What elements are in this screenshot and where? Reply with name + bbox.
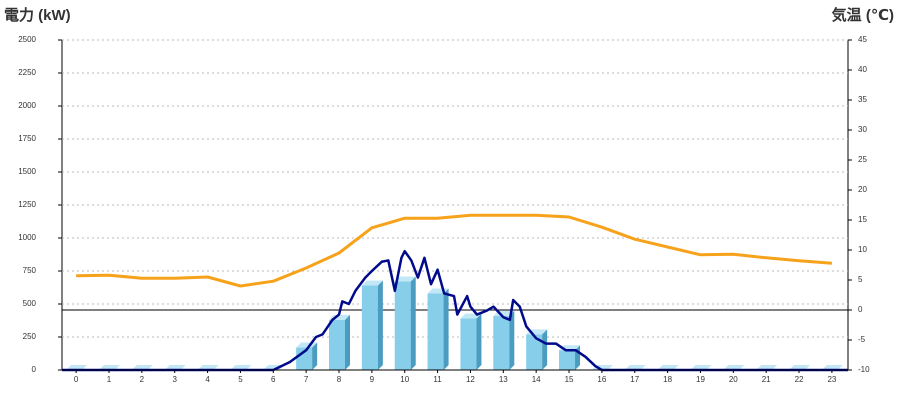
bar-front [526, 334, 543, 370]
x-tick-label: 4 [205, 375, 210, 384]
x-tick-label: 7 [304, 375, 309, 384]
y2-tick-label: 0 [858, 305, 863, 314]
bar-side [410, 276, 416, 370]
bar-side [345, 314, 351, 370]
bar-front [427, 293, 444, 370]
bar-front [361, 285, 378, 370]
bar-side [542, 329, 548, 370]
x-tick-label: 8 [337, 375, 342, 384]
y2-tick-label: 20 [858, 185, 867, 194]
x-tick-label: 16 [597, 375, 606, 384]
x-tick-label: 3 [172, 375, 177, 384]
bar-front [559, 350, 576, 370]
bar-top [361, 280, 383, 286]
y-tick-label: 1000 [18, 233, 36, 242]
x-tick-label: 12 [466, 375, 475, 384]
bar-side [509, 310, 515, 370]
x-tick-label: 23 [827, 375, 836, 384]
x-tick-label: 1 [107, 375, 112, 384]
bar-top [394, 276, 416, 282]
bar-side [476, 313, 482, 370]
y-tick-label: 1250 [18, 200, 36, 209]
y2-tick-label: 15 [858, 215, 867, 224]
x-tick-label: 21 [762, 375, 771, 384]
bar-side [312, 342, 318, 370]
y-tick-label: 250 [23, 332, 37, 341]
x-tick-label: 5 [238, 375, 243, 384]
y2-tick-label: -5 [858, 335, 866, 344]
x-tick-label: 17 [630, 375, 639, 384]
line [76, 213, 833, 288]
x-tick-label: 0 [74, 375, 79, 384]
y2-tick-label: 40 [858, 65, 867, 74]
y-tick-label: 1750 [18, 134, 36, 143]
y2-tick-label: 10 [858, 245, 867, 254]
x-tick-label: 19 [696, 375, 705, 384]
y2-tick-label: 30 [858, 125, 867, 134]
bar-side [443, 288, 449, 370]
x-tick-label: 18 [663, 375, 672, 384]
y-tick-label: 0 [32, 365, 37, 374]
x-tick-label: 14 [532, 375, 541, 384]
line [62, 249, 848, 372]
y-tick-label: 750 [23, 266, 37, 275]
y2-tick-label: 25 [858, 155, 867, 164]
x-tick-label: 13 [499, 375, 508, 384]
bar-front [329, 319, 346, 370]
bar-front [460, 318, 477, 370]
x-tick-label: 11 [433, 375, 442, 384]
y2-tick-label: 5 [858, 275, 863, 284]
x-tick-label: 15 [565, 375, 574, 384]
x-tick-label: 20 [729, 375, 738, 384]
y2-tick-label: 45 [858, 35, 867, 44]
left-axis-title: 電力 (kW) [4, 6, 71, 24]
x-tick-label: 2 [140, 375, 145, 384]
y-tick-label: 1500 [18, 167, 36, 176]
y-tick-label: 2500 [18, 35, 36, 44]
y2-tick-label: 35 [858, 95, 867, 104]
y-tick-label: 500 [23, 299, 37, 308]
x-tick-label: 22 [795, 375, 804, 384]
bar-front [394, 281, 411, 370]
y-tick-label: 2250 [18, 68, 36, 77]
y-tick-label: 2000 [18, 101, 36, 110]
right-axis-title: 気温 (℃) [832, 6, 894, 24]
bar-front [493, 315, 510, 370]
bar-side [377, 280, 383, 370]
y2-tick-label: -10 [858, 365, 870, 374]
x-tick-label: 6 [271, 375, 276, 384]
x-tick-label: 10 [400, 375, 409, 384]
x-tick-label: 9 [370, 375, 375, 384]
